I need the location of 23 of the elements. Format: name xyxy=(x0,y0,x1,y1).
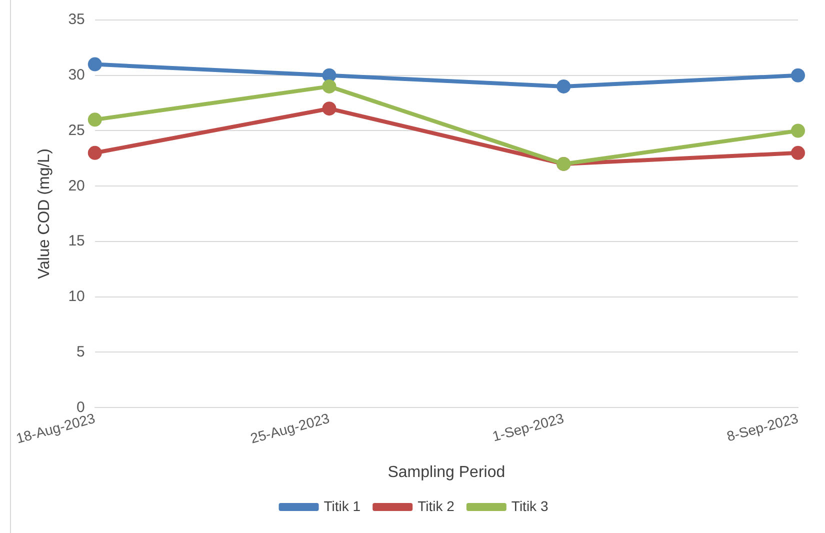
point xyxy=(88,146,102,160)
y-axis-title: Value COD (mg/L) xyxy=(36,148,54,280)
legend-label: Titik 3 xyxy=(511,498,548,514)
point xyxy=(791,124,805,138)
y-tick-label: 25 xyxy=(68,122,85,139)
point xyxy=(556,79,571,94)
x-axis-title: Sampling Period xyxy=(388,464,506,481)
point xyxy=(322,68,336,82)
point xyxy=(791,146,805,160)
point xyxy=(88,57,102,72)
point xyxy=(322,79,336,94)
y-tick-label: 0 xyxy=(76,398,85,416)
legend-label: Titik 2 xyxy=(418,498,455,514)
y-tick-label: 5 xyxy=(76,343,85,360)
y-tick-label: 20 xyxy=(68,177,85,194)
point xyxy=(88,112,102,127)
y-tick-label: 30 xyxy=(68,66,85,84)
y-tick-label: 15 xyxy=(68,232,85,250)
y-tick-label: 10 xyxy=(68,288,85,306)
point xyxy=(791,68,805,82)
legend-label: Titik 1 xyxy=(324,498,361,514)
y-tick-label: 35 xyxy=(68,11,85,28)
point xyxy=(322,102,336,116)
